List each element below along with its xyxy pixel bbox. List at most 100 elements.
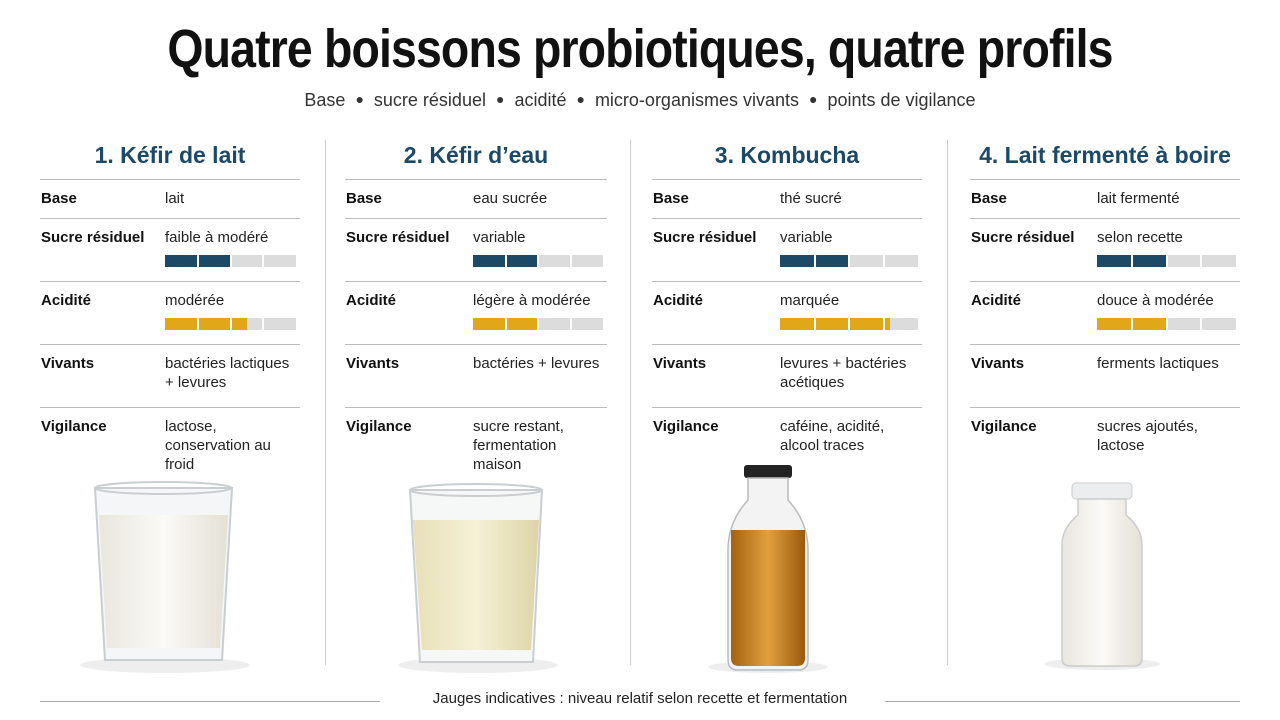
separator [325, 140, 326, 665]
row-rule [970, 407, 1240, 408]
gauge-divider [262, 318, 265, 330]
gauge-divider [569, 255, 572, 267]
row-value: lait [165, 190, 185, 207]
gauge-divider [229, 318, 232, 330]
row-rule [970, 179, 1240, 180]
row-rule [652, 344, 922, 345]
column-title: 1. Kéfir de lait [94, 142, 246, 168]
row-rule [40, 407, 300, 408]
row-rule [345, 179, 607, 180]
gauge-divider [504, 255, 507, 267]
row-value: eau sucrée [473, 190, 548, 207]
row-rule [970, 281, 1240, 282]
row-value: douce à modérée [1097, 292, 1214, 309]
gauge-divider [813, 318, 816, 330]
row-value: lactose, conservation au froid [165, 418, 271, 473]
bullet: ● [576, 91, 585, 107]
row-value: marquée [780, 292, 840, 309]
row-rule [970, 218, 1240, 219]
gauge-divider [537, 255, 539, 267]
row-rule [345, 281, 607, 282]
gauge-divider [262, 255, 265, 267]
row-value: modérée [165, 292, 225, 309]
row-label: Vivants [41, 355, 95, 372]
row-value: faible à modéré [165, 229, 269, 246]
row-rule [652, 179, 922, 180]
gauge-divider [504, 318, 507, 330]
gauge-divider [882, 318, 885, 330]
row-label: Vigilance [346, 418, 412, 435]
row-rule [40, 179, 300, 180]
subtitle-item: points de vigilance [827, 90, 976, 110]
footer-rule [40, 701, 380, 702]
subtitle-item: Base [304, 90, 346, 110]
gauge-divider [229, 255, 232, 267]
row-label: Vivants [346, 355, 400, 372]
gauge-divider [196, 318, 199, 330]
row-value: variable [473, 229, 526, 246]
subtitle-item: sucre résiduel [373, 90, 486, 110]
illustrations [80, 465, 1160, 673]
gauge-divider [1165, 255, 1168, 267]
row-rule [40, 344, 300, 345]
row-label: Vigilance [653, 418, 719, 435]
footer-note: Jauges indicatives : niveau relatif selo… [432, 690, 848, 707]
gauge-divider [848, 255, 850, 267]
row-rule [652, 407, 922, 408]
column-title: 2. Kéfir d’eau [403, 142, 549, 168]
row-value: bactéries lactiques + levures [165, 355, 290, 391]
row-rule [652, 281, 922, 282]
row-value: thé sucré [780, 190, 842, 207]
row-label: Base [346, 190, 382, 207]
row-label: Sucre résiduel [346, 229, 450, 246]
row-rule [345, 407, 607, 408]
row-rule [345, 218, 607, 219]
gauge-divider [1200, 255, 1203, 267]
row-rule [652, 218, 922, 219]
row-value: levures + bactéries acétiques [780, 355, 907, 391]
gauge-fill [780, 318, 891, 330]
gauge-divider [882, 255, 885, 267]
gauge-divider [1200, 318, 1203, 330]
gauge-divider [1165, 318, 1168, 330]
subtitle-item: micro-organismes vivants [594, 90, 799, 110]
row-rule [40, 218, 300, 219]
title: Quatre boissons probiotiques, quatre pro… [167, 19, 1113, 79]
footer-rule [885, 701, 1240, 702]
row-label: Vigilance [971, 418, 1037, 435]
row-label: Acidité [653, 292, 704, 309]
row-label: Vivants [971, 355, 1025, 372]
gauge-divider [569, 318, 572, 330]
row-label: Base [653, 190, 689, 207]
row-label: Sucre résiduel [653, 229, 757, 246]
row-value: variable [780, 229, 833, 246]
bullet: ● [495, 91, 505, 107]
row-label: Acidité [346, 292, 397, 309]
row-value: lait fermenté [1097, 190, 1180, 207]
row-label: Vigilance [41, 418, 107, 435]
separator [630, 140, 631, 665]
gauge-divider [1130, 255, 1133, 267]
row-label: Sucre résiduel [41, 229, 145, 246]
row-label: Acidité [971, 292, 1022, 309]
bullet: ● [809, 91, 818, 107]
row-label: Acidité [41, 292, 92, 309]
row-value: bactéries + levures [473, 355, 600, 372]
row-label: Base [971, 190, 1007, 207]
separator [947, 140, 948, 665]
subtitle-item: acidité [514, 90, 567, 110]
row-value: sucre restant, fermentation maison [473, 418, 564, 473]
row-label: Vivants [653, 355, 707, 372]
gauge-divider [537, 318, 539, 330]
row-rule [345, 344, 607, 345]
column-title: 4. Lait fermenté à boire [979, 142, 1231, 168]
bullet: ● [355, 91, 364, 107]
row-value: ferments lactiques [1097, 355, 1219, 372]
row-label: Base [41, 190, 77, 207]
row-value: selon recette [1097, 229, 1183, 246]
row-rule [970, 344, 1240, 345]
column-title: 3. Kombucha [714, 142, 860, 168]
row-rule [40, 281, 300, 282]
row-value: légère à modérée [473, 292, 591, 309]
